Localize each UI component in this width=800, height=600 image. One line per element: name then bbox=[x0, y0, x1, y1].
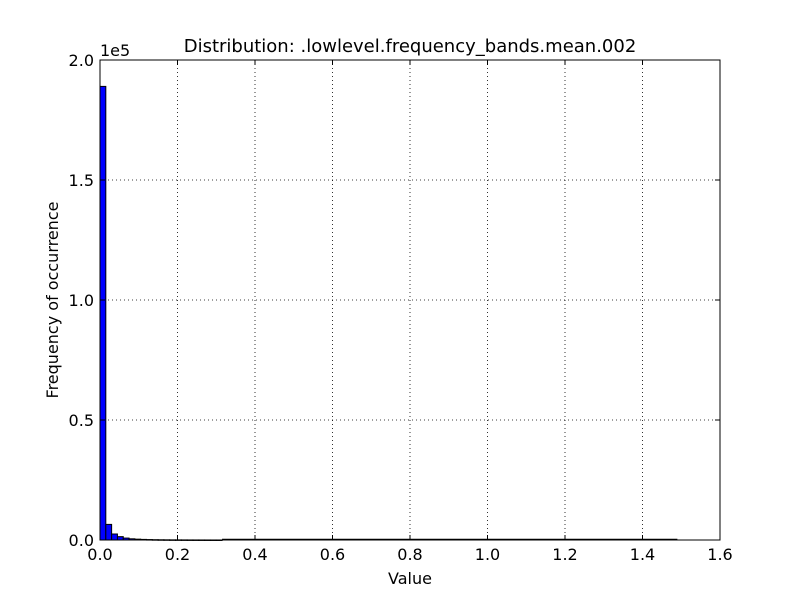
y-tick-label: 0.5 bbox=[69, 411, 94, 430]
x-tick-label: 1.4 bbox=[630, 545, 655, 564]
x-tick-label: 0.8 bbox=[397, 545, 422, 564]
x-tick-label: 1.2 bbox=[552, 545, 577, 564]
x-axis-label: Value bbox=[388, 569, 432, 588]
y-tick-label: 2.0 bbox=[69, 51, 94, 70]
y-axis-label: Frequency of occurrence bbox=[43, 202, 62, 399]
y-multiplier-label: 1e5 bbox=[100, 41, 130, 60]
grid-lines bbox=[100, 60, 720, 540]
x-tick-label: 1.6 bbox=[707, 545, 732, 564]
y-tick-label: 1.5 bbox=[69, 171, 94, 190]
histogram-bar bbox=[105, 523, 113, 541]
y-tick-label: 0.0 bbox=[69, 531, 94, 550]
x-tick-label: 0.2 bbox=[165, 545, 190, 564]
x-tick-label: 0.6 bbox=[320, 545, 345, 564]
x-tick-label: 1.0 bbox=[475, 545, 500, 564]
x-tick-label: 0.0 bbox=[87, 545, 112, 564]
x-axis-ticks: 0.0 0.2 0.4 0.6 0.8 1.0 1.2 1.4 1.6 bbox=[87, 60, 733, 564]
chart-title: Distribution: .lowlevel.frequency_bands.… bbox=[184, 36, 637, 57]
y-axis-ticks: 0.0 0.5 1.0 1.5 2.0 bbox=[69, 51, 720, 550]
histogram-bar bbox=[111, 533, 118, 541]
y-tick-label: 1.0 bbox=[69, 291, 94, 310]
x-tick-label: 0.4 bbox=[242, 545, 267, 564]
histogram-bar bbox=[99, 85, 107, 541]
histogram-bar bbox=[116, 536, 124, 541]
